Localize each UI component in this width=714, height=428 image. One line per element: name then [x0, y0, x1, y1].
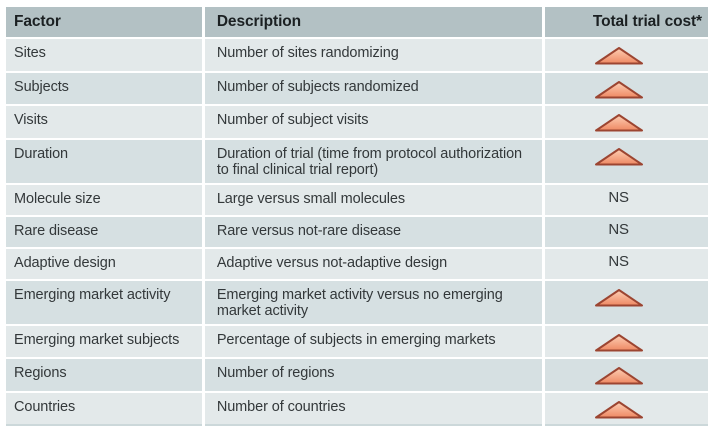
description-cell: Duration of trial (time from protocol au…	[204, 139, 543, 183]
description-cell: Number of countries	[204, 392, 543, 426]
header-row: Factor Description Total trial cost*	[6, 7, 708, 37]
table-row: Emerging market subjects Percentage of s…	[6, 325, 708, 357]
description-cell: Emerging market activity versus no emerg…	[204, 280, 543, 324]
description-cell: Large versus small molecules	[204, 184, 543, 215]
table-row: Rare disease Rare versus not-rare diseas…	[6, 216, 708, 247]
factor-cell: Emerging market subjects	[6, 325, 202, 357]
description-cell: Percentage of subjects in emerging marke…	[204, 325, 543, 357]
cost-cell	[545, 106, 708, 138]
description-cell: Adaptive versus not-adaptive design	[204, 248, 543, 279]
cost-cell	[545, 392, 708, 426]
table-row: Subjects Number of subjects randomized	[6, 72, 708, 104]
cost-cell	[545, 359, 708, 391]
factor-cell: Rare disease	[6, 216, 202, 247]
cost-cell	[545, 72, 708, 104]
factor-cell: Regions	[6, 359, 202, 391]
factor-cell: Countries	[6, 392, 202, 426]
cost-cell	[545, 280, 708, 324]
table-row: Countries Number of countries	[6, 392, 708, 426]
description-cell: Number of regions	[204, 359, 543, 391]
factor-cell: Molecule size	[6, 184, 202, 215]
cost-cell: NS	[545, 184, 708, 215]
cost-cell	[545, 325, 708, 357]
cost-increase-triangle-icon	[594, 288, 643, 306]
cost-increase-triangle-icon	[594, 47, 643, 65]
cost-increase-triangle-icon	[594, 114, 643, 132]
ns-label: NS	[608, 252, 629, 270]
description-cell: Rare versus not-rare disease	[204, 216, 543, 247]
ns-label: NS	[608, 188, 629, 206]
ns-label: NS	[608, 220, 629, 238]
factor-cell: Visits	[6, 106, 202, 138]
table-row: Duration Duration of trial (time from pr…	[6, 139, 708, 183]
factor-cell: Subjects	[6, 72, 202, 104]
cost-increase-triangle-icon	[594, 333, 643, 351]
table-row: Visits Number of subject visits	[6, 106, 708, 138]
cost-cell	[545, 39, 708, 71]
table-row: Molecule size Large versus small molecul…	[6, 184, 708, 215]
description-cell: Number of sites randomizing	[204, 39, 543, 71]
table-row: Sites Number of sites randomizing	[6, 39, 708, 71]
factor-cell: Sites	[6, 39, 202, 71]
cost-cell	[545, 139, 708, 183]
description-cell: Number of subjects randomized	[204, 72, 543, 104]
column-header-factor: Factor	[6, 7, 202, 37]
factor-cell: Adaptive design	[6, 248, 202, 279]
cost-increase-triangle-icon	[594, 367, 643, 385]
cost-increase-triangle-icon	[594, 80, 643, 98]
column-header-description: Description	[204, 7, 543, 37]
cost-increase-triangle-icon	[594, 400, 643, 418]
table-row: Regions Number of regions	[6, 359, 708, 391]
cost-cell: NS	[545, 248, 708, 279]
trial-cost-factors-table: Factor Description Total trial cost* Sit…	[3, 5, 711, 428]
column-header-total-trial-cost: Total trial cost*	[545, 7, 708, 37]
cost-increase-triangle-icon	[594, 147, 643, 165]
factor-cell: Emerging market activity	[6, 280, 202, 324]
table-body: Sites Number of sites randomizing Subjec…	[6, 39, 708, 426]
cost-cell: NS	[545, 216, 708, 247]
description-cell: Number of subject visits	[204, 106, 543, 138]
table-row: Emerging market activity Emerging market…	[6, 280, 708, 324]
factor-cell: Duration	[6, 139, 202, 183]
table-row: Adaptive design Adaptive versus not-adap…	[6, 248, 708, 279]
